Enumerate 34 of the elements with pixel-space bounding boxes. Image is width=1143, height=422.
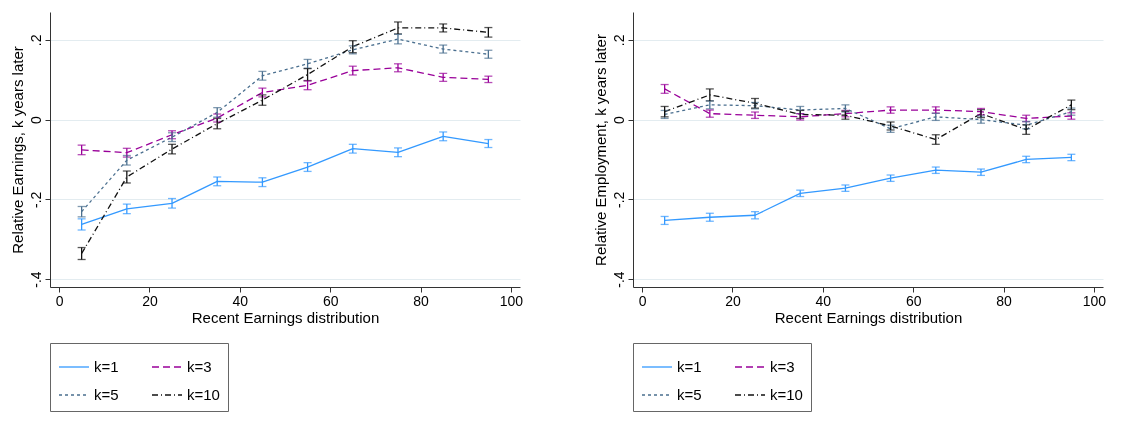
legend-label: k=1: [677, 358, 702, 375]
x-tick-label: 40: [232, 292, 249, 309]
x-tick-label: 20: [725, 292, 741, 309]
x-axis-title: Recent Earnings distribution: [774, 308, 963, 326]
y-tick-label: 0: [610, 116, 627, 125]
legend-label: k=10: [770, 386, 803, 403]
line-series: [663, 156, 1073, 222]
x-tick-label: 0: [638, 292, 647, 309]
x-tick-label: 80: [996, 292, 1013, 309]
line-series: [80, 135, 490, 226]
y-tick-label: .2: [610, 34, 627, 47]
legend-label: k=3: [770, 358, 795, 375]
y-tick-label: -.2: [27, 191, 44, 208]
legend-label: k=5: [677, 386, 702, 403]
y-tick-label: -.2: [610, 191, 627, 208]
y-tick-label: -.4: [27, 271, 44, 288]
legend-label: k=1: [94, 358, 119, 375]
x-tick-label: 0: [55, 292, 64, 309]
x-tick-label: 40: [815, 292, 832, 309]
legend-label: k=5: [94, 386, 119, 403]
y-axis-title: Relative Earnings, k years later: [8, 46, 26, 254]
x-tick-label: 100: [1082, 292, 1107, 309]
legend-label: k=3: [187, 358, 212, 375]
y-tick-label: 0: [27, 116, 44, 125]
y-axis-title: Relative Employment, k years later: [591, 34, 609, 266]
legend-label: k=10: [187, 386, 220, 403]
x-tick-label: 60: [905, 292, 922, 309]
x-tick-label: 20: [142, 292, 158, 309]
y-tick-label: .2: [27, 34, 44, 47]
x-tick-label: 80: [413, 292, 430, 309]
x-tick-label: 60: [322, 292, 339, 309]
y-tick-label: -.4: [610, 271, 627, 288]
x-tick-label: 100: [499, 292, 524, 309]
x-axis-title: Recent Earnings distribution: [191, 308, 380, 326]
